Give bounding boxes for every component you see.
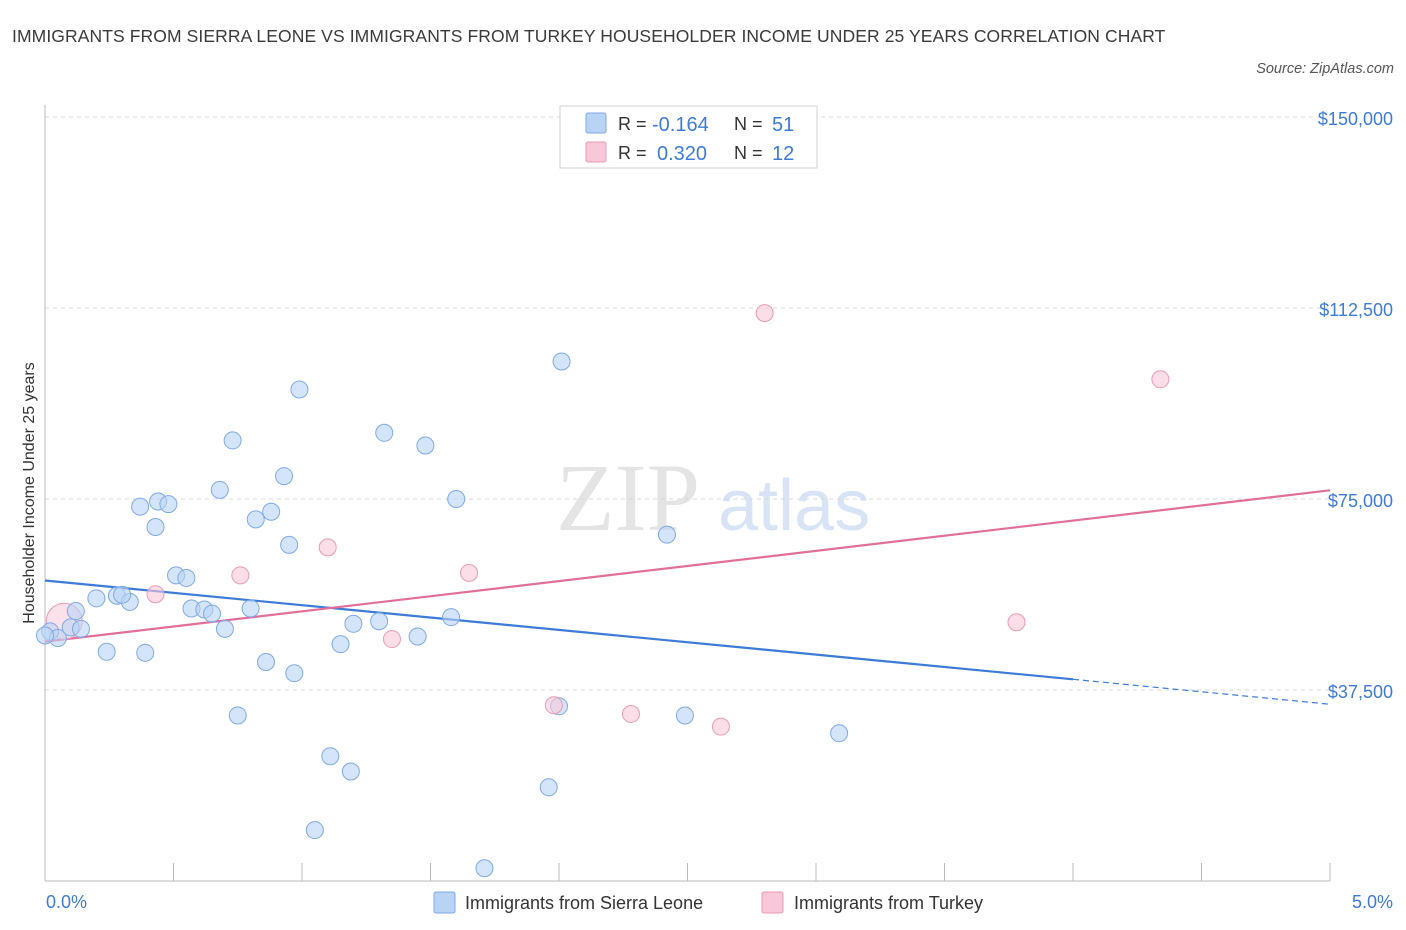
point-sierra-leone-11 bbox=[136, 643, 155, 662]
legend-n-label-2: N = bbox=[734, 143, 763, 163]
point-sierra-leone-41 bbox=[442, 608, 461, 627]
series-swatch-sierra-leone bbox=[433, 891, 456, 914]
point-sierra-leone-14 bbox=[159, 495, 178, 514]
point-sierra-leone-24 bbox=[241, 599, 260, 618]
point-sierra-leone-37 bbox=[375, 423, 394, 442]
point-sierra-leone-39 bbox=[408, 627, 427, 646]
point-turkey-2 bbox=[231, 566, 250, 585]
point-sierra-leone-40 bbox=[416, 436, 435, 455]
chart-title: IMMIGRANTS FROM SIERRA LEONE VS IMMIGRAN… bbox=[12, 26, 1166, 46]
point-sierra-leone-50 bbox=[36, 626, 54, 645]
point-sierra-leone-32 bbox=[305, 821, 324, 840]
legend-r-label-1: R = bbox=[618, 114, 647, 134]
y-tick-label-3: $150,000 bbox=[1318, 109, 1393, 129]
point-sierra-leone-22 bbox=[228, 706, 247, 725]
watermark-zip: ZIP bbox=[556, 444, 700, 551]
point-turkey-9 bbox=[755, 304, 774, 323]
point-turkey-7 bbox=[621, 704, 640, 723]
point-sierra-leone-9 bbox=[113, 585, 132, 604]
point-sierra-leone-36 bbox=[344, 614, 363, 633]
point-sierra-leone-23 bbox=[210, 480, 229, 499]
point-sierra-leone-49 bbox=[830, 724, 849, 743]
series-swatch-turkey bbox=[761, 891, 784, 914]
point-sierra-leone-4 bbox=[71, 619, 90, 638]
point-sierra-leone-10 bbox=[131, 497, 150, 516]
gridlines bbox=[45, 116, 1330, 691]
legend-n-value-2: 12 bbox=[772, 143, 794, 165]
x-tick-label-1: 5.0% bbox=[1352, 892, 1393, 912]
point-turkey-8 bbox=[711, 717, 730, 736]
trend-sierra-leone bbox=[44, 579, 1074, 681]
point-sierra-leone-19 bbox=[203, 604, 222, 623]
watermark-atlas: atlas bbox=[718, 466, 870, 546]
series-label-turkey: Immigrants from Turkey bbox=[794, 893, 983, 913]
y-tick-label-1: $75,000 bbox=[1328, 491, 1393, 511]
point-turkey-10 bbox=[1007, 613, 1026, 632]
point-sierra-leone-34 bbox=[331, 635, 350, 654]
point-sierra-leone-44 bbox=[539, 778, 558, 797]
legend: R = -0.164 N = 51 R = 0.320 N = 12 bbox=[559, 105, 818, 169]
point-sierra-leone-45 bbox=[552, 352, 571, 371]
data-points bbox=[36, 304, 1170, 878]
legend-r-value-2: 0.320 bbox=[657, 143, 707, 165]
series-legend: Immigrants from Sierra Leone Immigrants … bbox=[433, 891, 983, 914]
legend-swatch-sierra-leone bbox=[585, 112, 607, 134]
y-tick-label-0: $37,500 bbox=[1328, 682, 1393, 702]
point-sierra-leone-29 bbox=[280, 535, 299, 554]
x-tick-labels: 0.0% 5.0% bbox=[46, 892, 1393, 912]
legend-n-value-1: 51 bbox=[772, 114, 794, 136]
point-sierra-leone-3 bbox=[66, 602, 85, 621]
point-sierra-leone-5 bbox=[97, 642, 116, 661]
trend-turkey bbox=[44, 489, 1331, 643]
point-sierra-leone-7 bbox=[87, 589, 106, 608]
point-sierra-leone-35 bbox=[341, 762, 360, 781]
point-sierra-leone-33 bbox=[321, 747, 340, 766]
point-sierra-leone-25 bbox=[246, 510, 265, 529]
legend-r-label-2: R = bbox=[618, 143, 647, 163]
legend-r-value-1: -0.164 bbox=[652, 114, 709, 136]
point-sierra-leone-12 bbox=[146, 518, 165, 537]
point-turkey-5 bbox=[460, 563, 479, 582]
point-turkey-11 bbox=[1151, 370, 1170, 389]
point-sierra-leone-16 bbox=[177, 568, 196, 587]
axes bbox=[44, 105, 1331, 882]
point-sierra-leone-21 bbox=[223, 431, 242, 450]
point-sierra-leone-47 bbox=[657, 525, 676, 544]
source-label: Source: ZipAtlas.com bbox=[1256, 61, 1394, 77]
legend-swatch-turkey bbox=[585, 141, 607, 163]
legend-n-label-1: N = bbox=[734, 114, 763, 134]
trend-sierra-leone-extension bbox=[1072, 678, 1331, 705]
point-sierra-leone-48 bbox=[675, 706, 694, 725]
point-sierra-leone-26 bbox=[257, 652, 276, 671]
point-turkey-6 bbox=[544, 696, 563, 715]
point-sierra-leone-27 bbox=[262, 502, 281, 521]
point-sierra-leone-31 bbox=[290, 380, 309, 399]
point-sierra-leone-20 bbox=[215, 619, 234, 638]
point-sierra-leone-42 bbox=[447, 490, 466, 508]
trend-lines bbox=[44, 489, 1331, 705]
y-tick-label-2: $112,500 bbox=[1319, 300, 1393, 320]
series-label-sierra-leone: Immigrants from Sierra Leone bbox=[465, 893, 703, 913]
point-sierra-leone-30 bbox=[285, 664, 304, 683]
y-axis-label: Householder Income Under 25 years bbox=[21, 362, 38, 623]
point-turkey-3 bbox=[318, 538, 337, 557]
point-sierra-leone-43 bbox=[475, 859, 494, 878]
point-turkey-1 bbox=[146, 585, 165, 604]
y-tick-labels: $37,500 $75,000 $112,500 $150,000 bbox=[1318, 109, 1393, 702]
x-tick-label-0: 0.0% bbox=[46, 892, 87, 912]
point-sierra-leone-28 bbox=[275, 467, 294, 486]
point-turkey-4 bbox=[382, 630, 401, 649]
point-sierra-leone-38 bbox=[370, 612, 389, 631]
